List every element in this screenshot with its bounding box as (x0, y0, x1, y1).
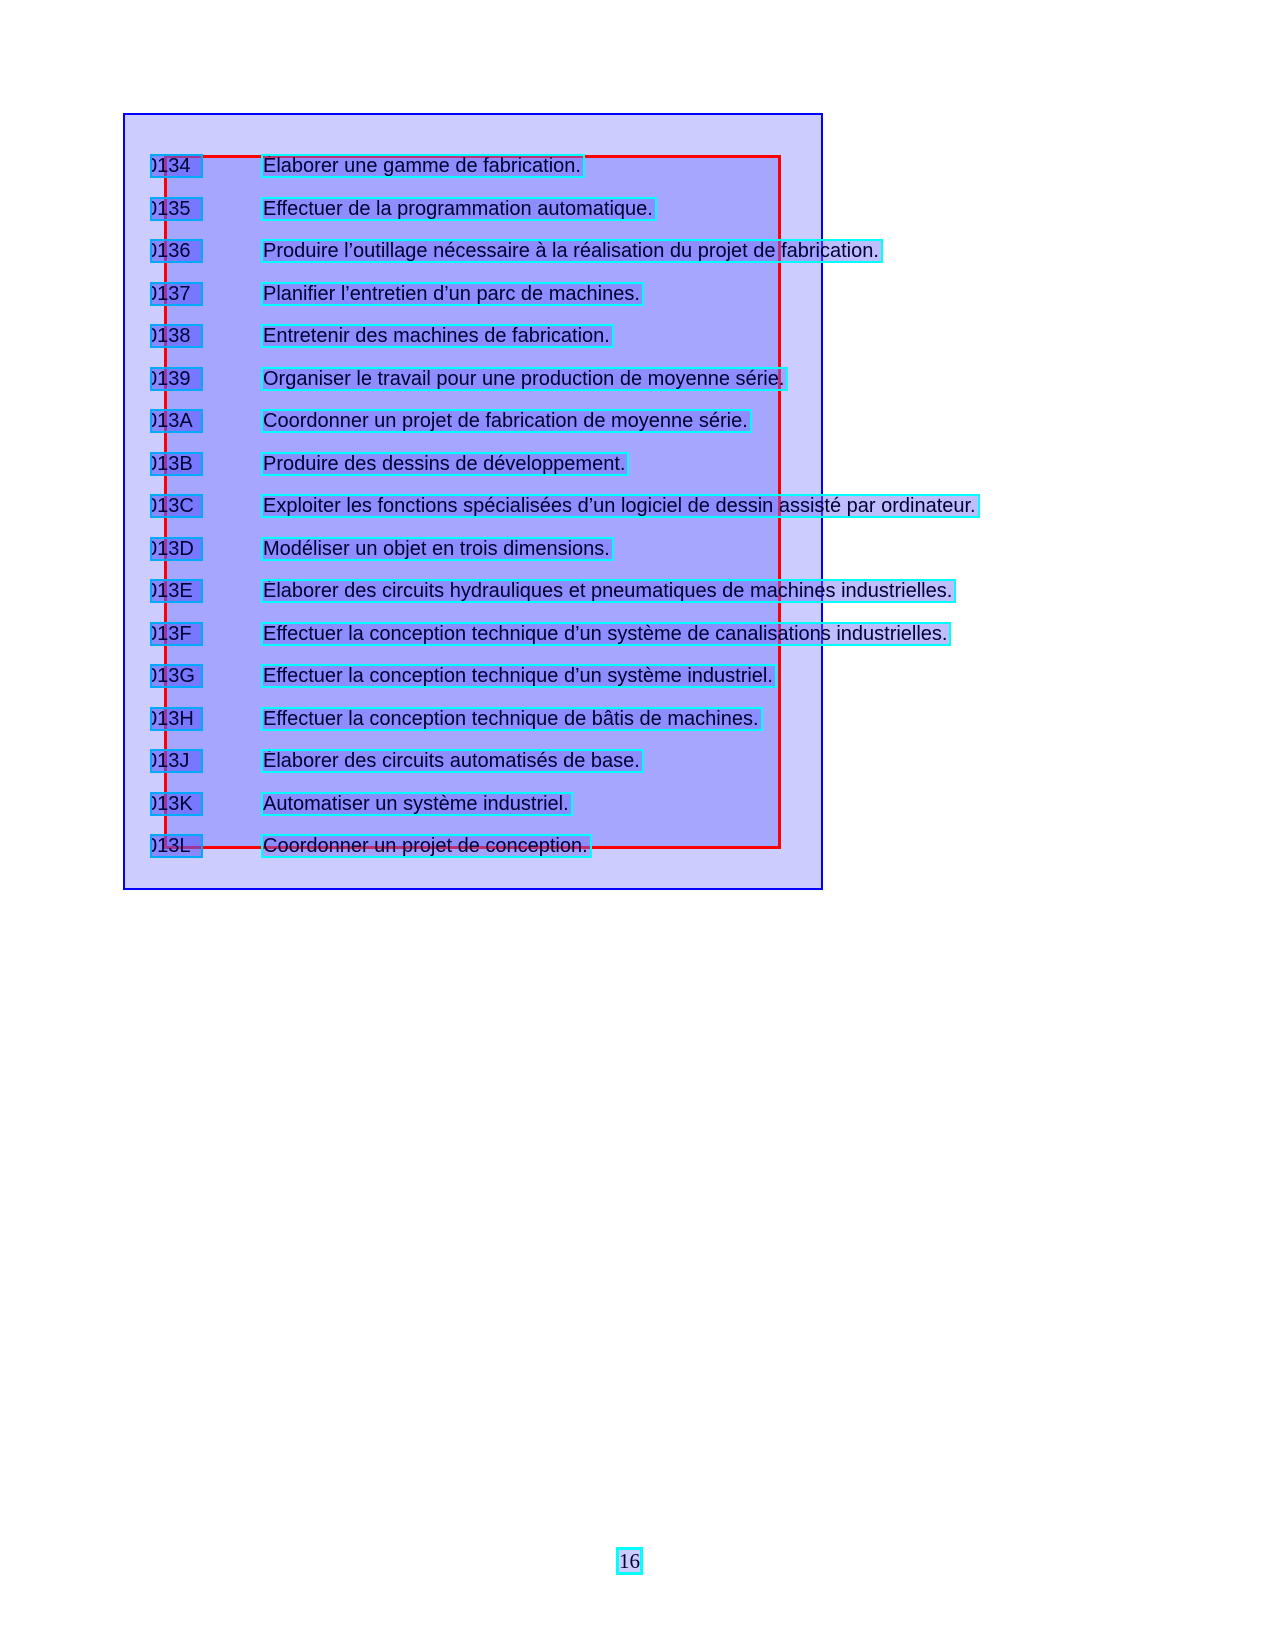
competency-code: 0138 (150, 324, 203, 348)
competency-text: Produire des dessins de développement. (260, 451, 630, 476)
page-number: 16 (616, 1547, 643, 1575)
competency-code-text: 0139 (152, 368, 191, 389)
competency-text: Organiser le travail pour une production… (260, 366, 789, 391)
competency-code-text: 013F (152, 623, 192, 644)
competency-text: Effectuer la conception technique d’un s… (261, 664, 777, 688)
competency-text: Entretenir des machines de fabrication. (261, 324, 614, 348)
competency-code-text: 013C (152, 496, 194, 516)
competency-text: Automatiser un système industriel. (261, 791, 573, 816)
competency-code: 013C (150, 494, 203, 518)
competency-code: 013H (150, 706, 203, 731)
competency-code: 013D (150, 536, 203, 561)
competency-code: 013A (150, 409, 203, 433)
competency-code-text: 0134 (152, 156, 191, 176)
competency-code-text: 013A (152, 411, 193, 431)
competency-code-text: 0135 (152, 198, 191, 219)
competency-text: Élaborer une gamme de fabrication. (261, 154, 585, 178)
competency-code: 0139 (150, 366, 203, 391)
competency-code: 013G (150, 664, 203, 688)
competency-text: Planifier l’entretien d’un parc de machi… (261, 281, 644, 306)
competency-code: 0137 (150, 281, 203, 306)
competency-code-text: 013H (152, 708, 194, 729)
competency-text: Effectuer de la programmation automatiqu… (261, 196, 657, 221)
competency-text: Élaborer des circuits hydrauliques et pn… (260, 579, 957, 603)
competency-text: Produire l’outillage nécessaire à la réa… (261, 239, 883, 263)
competency-code-text: 013J (152, 751, 190, 771)
competency-text: Élaborer des circuits automatisés de bas… (261, 749, 644, 773)
competency-text: Coordonner un projet de fabrication de m… (261, 409, 752, 433)
competency-code-text: 013D (152, 538, 194, 559)
competency-text: Coordonner un projet de conception. (261, 834, 592, 858)
competency-code-text: 013K (152, 793, 193, 814)
competency-code: 013L (150, 834, 203, 858)
competency-code: 013E (150, 579, 203, 603)
competency-code: 013F (150, 621, 203, 646)
competency-code: 013B (150, 451, 203, 476)
competency-code-text: 013E (152, 581, 193, 601)
competency-code: 013K (150, 791, 203, 816)
competency-text: Effectuer la conception technique d’un s… (260, 621, 952, 646)
competency-text: Effectuer la conception technique de bât… (261, 706, 763, 731)
competency-code-text: 0137 (152, 283, 191, 304)
competency-code-text: 0138 (152, 326, 191, 346)
competency-text: Modéliser un objet en trois dimensions. (261, 536, 614, 561)
competency-code-text: 0136 (152, 241, 191, 261)
competency-code-text: 013G (152, 666, 195, 686)
competency-code: 0135 (150, 196, 203, 221)
competency-code: 0136 (150, 239, 203, 263)
competency-code-text: 013L (152, 836, 191, 856)
competency-text: Exploiter les fonctions spécialisées d’u… (261, 494, 980, 518)
competency-code: 0134 (150, 154, 203, 178)
competency-code-text: 013B (152, 453, 193, 474)
competency-code: 013J (150, 749, 203, 773)
